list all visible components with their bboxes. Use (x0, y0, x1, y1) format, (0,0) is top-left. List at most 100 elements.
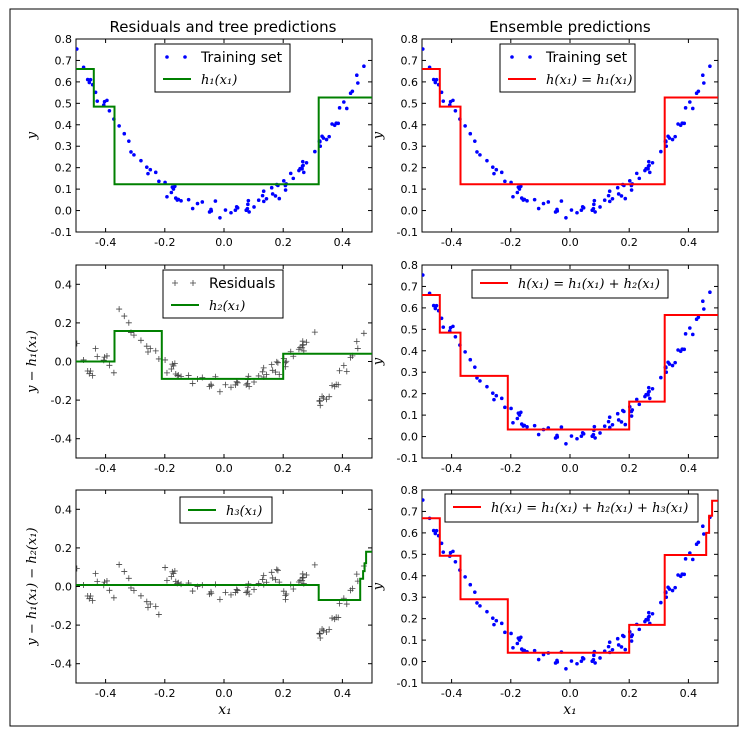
training-point (646, 610, 651, 615)
residual-point (282, 592, 289, 599)
residual-point (103, 352, 110, 359)
training-point (555, 658, 559, 663)
y-axis-label: y (25, 131, 40, 140)
prediction-line (76, 330, 372, 380)
training-point (564, 666, 568, 671)
residual-point (207, 588, 214, 595)
training-point (616, 643, 621, 647)
training-point (473, 139, 477, 143)
y-tick-label: 0.6 (401, 527, 419, 540)
training-point (176, 197, 181, 202)
residual-point (234, 587, 241, 594)
residual-point (84, 593, 91, 600)
training-point (536, 657, 541, 662)
residual-point (170, 362, 177, 369)
y-tick-label: 0.7 (401, 280, 419, 293)
training-point (515, 416, 520, 421)
training-point (327, 134, 331, 139)
residual-point (251, 586, 258, 593)
residual-point (316, 630, 323, 637)
training-point (342, 100, 346, 104)
training-point (591, 432, 596, 437)
training-point (433, 306, 438, 311)
panel-r1c1: -0.4 -0.2 0.0 0.2 0.4 -0.1 0.0 0.1 0.2 0.3 0.4 0.5 0… (371, 259, 719, 475)
residual-point (143, 598, 150, 605)
residual-point (125, 319, 132, 326)
training-point (690, 332, 695, 337)
x-tick-label: 0.2 (274, 462, 292, 475)
training-point (634, 171, 639, 176)
training-point (453, 335, 458, 339)
y-tick-label: 0.5 (401, 548, 419, 561)
residual-point (259, 576, 266, 583)
prediction-line (422, 294, 718, 431)
training-point (702, 532, 706, 536)
residual-point (121, 313, 128, 320)
training-point (485, 384, 489, 389)
training-point (676, 573, 680, 577)
residual-point (110, 594, 117, 601)
training-point (463, 124, 467, 128)
training-point (300, 159, 305, 164)
training-point (264, 196, 269, 201)
training-point (313, 149, 317, 154)
training-point (434, 303, 439, 308)
training-point (666, 585, 670, 590)
residual-point (89, 597, 96, 604)
training-point (441, 99, 446, 103)
residual-point (94, 578, 101, 585)
residual-point (143, 343, 150, 350)
training-point (666, 134, 670, 139)
residual-point (170, 570, 177, 577)
residual-point (116, 306, 123, 313)
training-point (647, 389, 651, 394)
training-point (598, 656, 602, 660)
x-axis-label-left: x₁ (218, 702, 232, 718)
training-point (690, 106, 695, 111)
training-point (602, 424, 607, 429)
residual-point (290, 585, 297, 592)
y-tick-label: 0.4 (401, 345, 419, 358)
training-point (102, 99, 107, 104)
training-point (492, 171, 496, 176)
legend-box (154, 43, 291, 93)
training-point (475, 150, 479, 154)
residual-point (147, 345, 154, 352)
training-point (683, 106, 688, 110)
training-point (581, 206, 586, 210)
training-point (246, 198, 251, 203)
y-tick-label: 0.2 (55, 542, 73, 555)
training-point (623, 422, 628, 427)
training-point (165, 194, 169, 199)
training-point (494, 393, 499, 398)
x-tick-label: 0.4 (680, 462, 698, 475)
training-point (647, 614, 651, 619)
training-point (696, 540, 701, 545)
residual-point (94, 353, 101, 360)
training-point (144, 165, 149, 169)
training-point (619, 645, 624, 649)
x-tick-label: 0.0 (215, 462, 233, 475)
panel-r0c1: -0.4 -0.2 0.0 0.2 0.4 -0.1 0.0 0.1 0.2 0.3 0.4 0.5 0… (371, 33, 719, 249)
y-tick-label: 0.8 (401, 484, 419, 497)
training-point (650, 160, 655, 165)
residual-point (222, 589, 229, 596)
training-point (171, 187, 176, 191)
residual-point (116, 561, 123, 568)
training-point (646, 393, 650, 397)
legend-label: h(x₁) = h₁(x₁) + h₂(x₁) (518, 277, 660, 292)
y-tick-label: 0.3 (401, 366, 419, 379)
residual-point (283, 358, 290, 365)
y-axis-label: y (371, 131, 386, 140)
training-point (448, 325, 453, 330)
y-tick-label: 0.2 (55, 317, 73, 330)
residual-point (162, 356, 169, 363)
residual-point (106, 362, 113, 369)
residual-point (326, 393, 333, 400)
residual-point (163, 577, 170, 584)
x-axis-label-right: x₁ (563, 702, 577, 718)
residual-point (360, 330, 367, 337)
x-tick-label: 0.0 (561, 687, 579, 700)
training-point (591, 206, 596, 211)
training-point (522, 197, 527, 202)
